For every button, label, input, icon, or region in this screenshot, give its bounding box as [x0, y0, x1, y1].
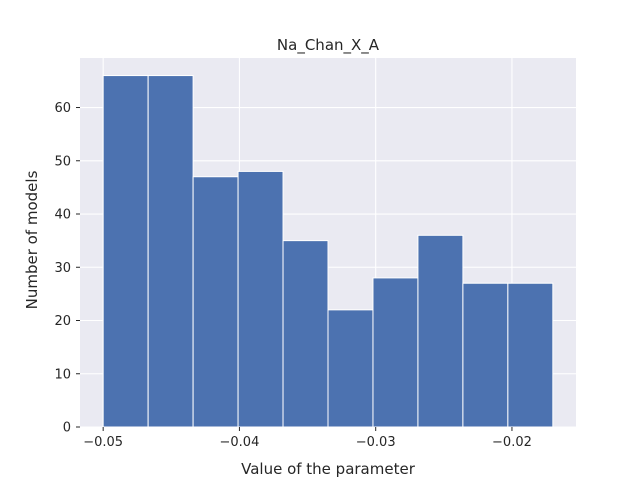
y-tick-label: 10	[54, 367, 71, 382]
histogram-bar	[102, 75, 149, 428]
x-tick-label: −0.04	[220, 435, 260, 450]
histogram-bar	[462, 282, 509, 428]
histogram-bar	[327, 309, 374, 428]
histogram-bar	[507, 282, 554, 428]
x-tick-label: −0.02	[492, 435, 532, 450]
histogram-bar	[237, 170, 284, 428]
bars	[102, 75, 554, 428]
x-axis-ticks: −0.05 −0.04 −0.03 −0.02	[83, 427, 532, 450]
y-tick-label: 20	[54, 314, 71, 329]
x-tick-label: −0.05	[83, 435, 123, 450]
y-tick-label: 30	[54, 261, 71, 276]
histogram-bar	[417, 234, 464, 428]
histogram-bar	[192, 176, 239, 428]
y-tick-label: 40	[54, 208, 71, 223]
histogram-bar	[282, 240, 329, 428]
y-tick-label: 0	[63, 421, 71, 436]
y-tick-label: 50	[54, 154, 71, 169]
y-tick-label: 60	[54, 101, 71, 116]
histogram-bar	[372, 277, 419, 428]
histogram-bar	[147, 75, 194, 428]
chart-title: Na_Chan_X_A	[277, 36, 380, 55]
x-tick-label: −0.03	[356, 435, 396, 450]
y-axis-ticks: 0 10 20 30 40 50 60	[54, 101, 80, 436]
x-axis-label: Value of the parameter	[241, 460, 416, 478]
y-axis-label: Number of models	[23, 170, 41, 309]
